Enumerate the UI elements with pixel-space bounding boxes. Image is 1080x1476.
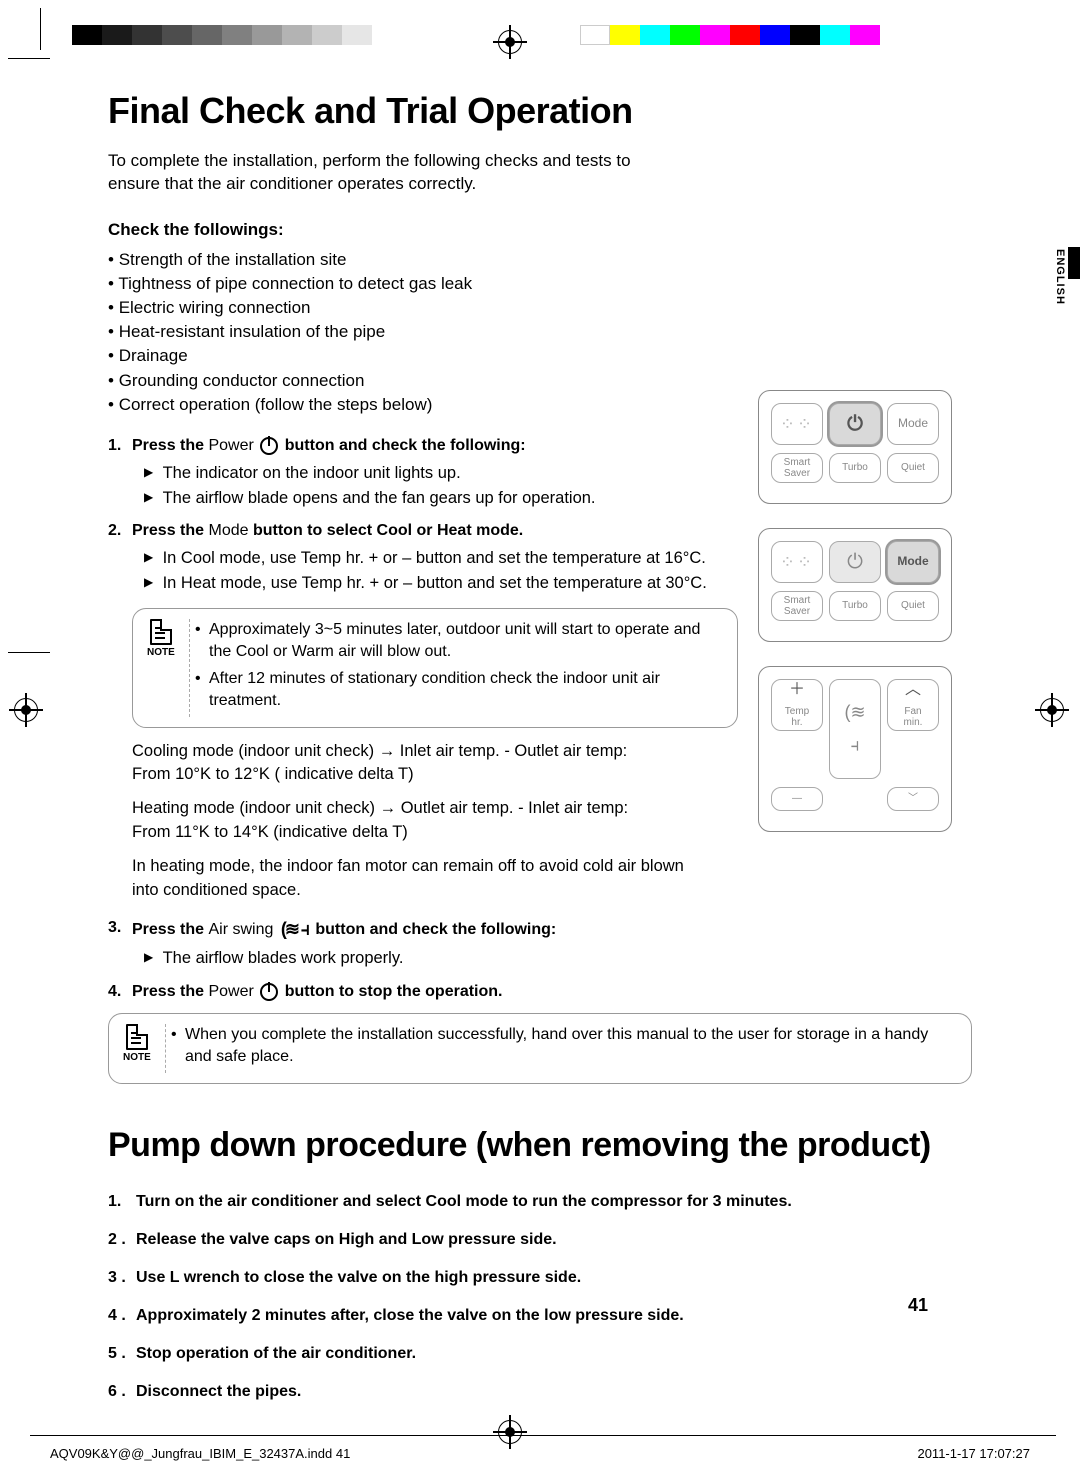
registration-mark-top bbox=[498, 30, 522, 54]
note-label: NOTE bbox=[123, 1052, 151, 1063]
footer-timestamp: 2011-1-17 17:07:27 bbox=[917, 1446, 1030, 1461]
note-box-1: NOTE Approximately 3~5 minutes later, ou… bbox=[132, 608, 738, 728]
airswing-button-label: Air swing bbox=[208, 921, 273, 938]
mode-button-icon: Mode bbox=[887, 541, 939, 583]
note-item: After 12 minutes of stationary condition… bbox=[195, 668, 723, 713]
footer-rule bbox=[30, 1435, 1056, 1436]
note-item: Approximately 3~5 minutes later, outdoor… bbox=[195, 619, 723, 664]
display-icon: ⁘⁘ bbox=[771, 541, 823, 583]
heating-delta: Heating mode (indoor unit check) → Outle… bbox=[132, 797, 702, 845]
step-detail: The airflow blades work properly. bbox=[144, 946, 972, 971]
turbo-button-icon: Turbo bbox=[829, 453, 881, 483]
note-label: NOTE bbox=[147, 647, 175, 658]
note-item: When you complete the installation succe… bbox=[171, 1024, 957, 1069]
note-icon: NOTE bbox=[147, 619, 175, 658]
check-item: Grounding conductor connection bbox=[108, 369, 972, 393]
pump-step: 5 .Stop operation of the air conditioner… bbox=[108, 1345, 972, 1363]
swing-button-icon: (≋ ⫞ bbox=[829, 679, 881, 779]
footer-filename: AQV09K&Y@@_Jungfrau_IBIM_E_32437A.indd 4… bbox=[50, 1446, 350, 1461]
remote-illustration-mode: ⁘⁘ ⏻ Mode Smart Saver Turbo Quiet bbox=[758, 528, 952, 642]
pump-step: 2 .Release the valve caps on High and Lo… bbox=[108, 1231, 972, 1249]
fan-off-note: In heating mode, the indoor fan motor ca… bbox=[132, 855, 702, 903]
check-item: Drainage bbox=[108, 344, 972, 368]
pump-step: 6 .Disconnect the pipes. bbox=[108, 1383, 972, 1401]
registration-mark-bottom bbox=[498, 1420, 522, 1444]
section-heading-2: Pump down procedure (when removing the p… bbox=[108, 1126, 972, 1165]
check-item: Heat-resistant insulation of the pipe bbox=[108, 320, 972, 344]
temp-button-icon: ＋ Temp hr. bbox=[771, 679, 823, 731]
remote-illustration-tempfan: ＋ Temp hr. (≋ ⫞ ︿ Fan min. — ﹀ bbox=[758, 666, 952, 832]
registration-mark-right bbox=[1040, 698, 1064, 722]
smartsaver-button-icon: Smart Saver bbox=[771, 453, 823, 483]
page-number: 41 bbox=[908, 1295, 928, 1316]
operation-step-4: Press the Power button to stop the opera… bbox=[108, 983, 972, 1001]
note-box-2: NOTE When you complete the installation … bbox=[108, 1013, 972, 1084]
delta-block: Cooling mode (indoor unit check) → Inlet… bbox=[132, 740, 702, 904]
display-icon: ⁘⁘ bbox=[771, 403, 823, 445]
mode-button-icon: Mode bbox=[887, 403, 939, 445]
swing-icon: (≋ ⫞ bbox=[281, 919, 308, 940]
check-item: Tightness of pipe connection to detect g… bbox=[108, 272, 972, 296]
quiet-button-icon: Quiet bbox=[887, 453, 939, 483]
step-label: button and check the following: bbox=[285, 437, 526, 454]
operation-step-3: Press the Air swing (≋ ⫞ button and chec… bbox=[108, 919, 972, 971]
step-label: Press the bbox=[132, 522, 208, 539]
temp-minus-icon: — bbox=[771, 787, 823, 811]
pump-step: 3 .Use L wrench to close the valve on th… bbox=[108, 1269, 972, 1287]
check-heading: Check the followings: bbox=[108, 220, 972, 240]
intro-text: To complete the installation, perform th… bbox=[108, 150, 638, 196]
language-tab: ENGLISH bbox=[1052, 243, 1080, 333]
step-label: button to select Cool or Heat mode. bbox=[253, 522, 523, 539]
remote-illustration-power: ⁘⁘ ⏻ Mode Smart Saver Turbo Quiet bbox=[758, 390, 952, 504]
power-button-icon: ⏻ bbox=[829, 403, 881, 445]
step-label: Press the bbox=[132, 983, 208, 1000]
pump-down-steps: 1.Turn on the air conditioner and select… bbox=[108, 1193, 972, 1401]
power-button-icon: ⏻ bbox=[829, 541, 881, 583]
power-button-label: Power bbox=[208, 437, 253, 454]
section-heading-1: Final Check and Trial Operation bbox=[108, 90, 972, 132]
power-button-label: Power bbox=[208, 983, 253, 1000]
fan-button-icon: ︿ Fan min. bbox=[887, 679, 939, 731]
step-label: Press the bbox=[132, 437, 208, 454]
step-label: Press the bbox=[132, 921, 208, 938]
step-label: button to stop the operation. bbox=[285, 983, 503, 1000]
fan-down-icon: ﹀ bbox=[887, 787, 939, 811]
mode-button-label: Mode bbox=[208, 522, 248, 539]
grayscale-bar bbox=[72, 25, 372, 45]
cooling-delta: Cooling mode (indoor unit check) → Inlet… bbox=[132, 740, 702, 788]
turbo-button-icon: Turbo bbox=[829, 591, 881, 621]
check-item: Electric wiring connection bbox=[108, 296, 972, 320]
power-icon bbox=[260, 983, 278, 1001]
power-icon bbox=[260, 437, 278, 455]
smartsaver-button-icon: Smart Saver bbox=[771, 591, 823, 621]
quiet-button-icon: Quiet bbox=[887, 591, 939, 621]
pump-step: 1.Turn on the air conditioner and select… bbox=[108, 1193, 972, 1211]
step-label: button and check the following: bbox=[315, 921, 556, 938]
pump-step: 4 .Approximately 2 minutes after, close … bbox=[108, 1307, 972, 1325]
color-bar bbox=[580, 25, 880, 45]
note-icon: NOTE bbox=[123, 1024, 151, 1063]
check-item: Strength of the installation site bbox=[108, 248, 972, 272]
registration-mark-left bbox=[14, 698, 38, 722]
